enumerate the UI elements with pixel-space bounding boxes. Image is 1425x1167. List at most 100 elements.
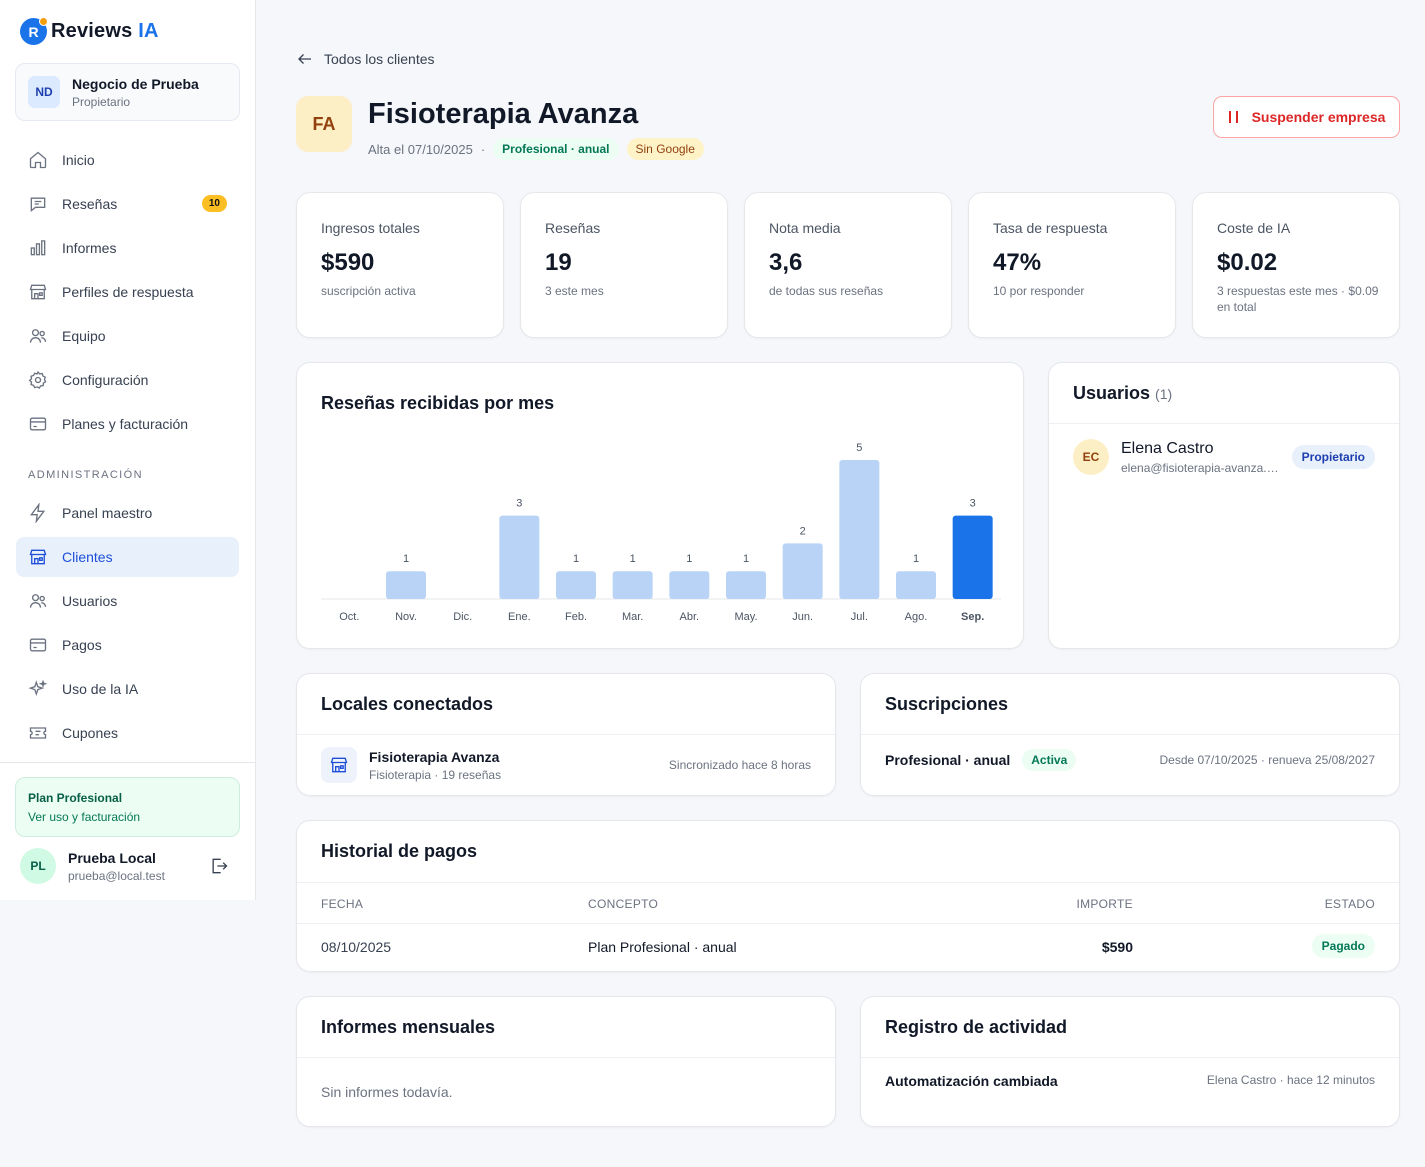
business-role: Propietario — [72, 94, 131, 109]
brand-name: Reviews IA — [51, 20, 159, 43]
plan-usage-link[interactable]: Ver uso y facturación — [28, 810, 141, 824]
stat-value: 3,6 — [769, 249, 803, 276]
stat-value: $0.02 — [1217, 249, 1278, 276]
nav-item-panel-maestro[interactable]: Panel maestro — [16, 493, 239, 533]
column-header-concepto: CONCEPTO — [588, 897, 659, 911]
stat-sub: de todas sus reseñas — [769, 284, 884, 298]
brand-logo[interactable]: R Reviews IA — [20, 17, 159, 45]
column-header-importe: IMPORTE — [1076, 897, 1133, 911]
stat-card-nota: Nota media 3,6 de todas sus reseñas — [744, 192, 952, 338]
nav-item-configuracion[interactable]: Configuración — [16, 360, 239, 400]
sparkles-icon — [28, 679, 48, 697]
activity-title: Registro de actividad — [885, 1017, 1068, 1037]
store-icon — [29, 284, 47, 300]
users-card: Usuarios (1) EC Elena Castro elena@fisio… — [1048, 362, 1400, 649]
users-count: (1) — [1155, 386, 1173, 402]
admin-section-label: ADMINISTRACIÓN — [28, 469, 143, 481]
business-name: Negocio de Prueba — [72, 75, 199, 92]
list-item[interactable]: Fisioterapia Avanza Fisioterapia · 19 re… — [321, 747, 811, 783]
plan-card[interactable]: Plan Profesional Ver uso y facturación — [15, 777, 240, 837]
status-badge: Activa — [1022, 749, 1077, 771]
nav-item-equipo[interactable]: Equipo — [16, 316, 239, 356]
nav-item-clientes[interactable]: Clientes — [16, 537, 239, 577]
chart-tick-label: Feb. — [565, 611, 587, 623]
user-name: Elena Castro — [1121, 439, 1214, 457]
stat-label: Nota media — [769, 220, 841, 236]
chart-tick-label: Mar. — [622, 611, 643, 623]
credit-card-icon — [29, 638, 47, 652]
reports-title: Informes mensuales — [321, 1017, 496, 1037]
arrow-left-icon — [298, 54, 311, 64]
stat-sub: 3 respuestas este mes · $0.09 en total — [1217, 284, 1379, 314]
chart-data-label: 3 — [516, 498, 522, 510]
nav-item-pagos[interactable]: Pagos — [16, 625, 239, 665]
chart-title: Reseñas recibidas por mes — [321, 393, 555, 413]
logout-icon[interactable] — [209, 856, 229, 876]
nav-item-label: Cupones — [62, 725, 119, 741]
meta-separator: · — [480, 141, 486, 157]
subscriptions-card: Suscripciones Profesional · anual Activa… — [860, 673, 1400, 796]
stat-card-ingresos: Ingresos totales $590 suscripción activa — [296, 192, 504, 338]
user-name: Prueba Local — [68, 849, 156, 866]
activity-card-header: Registro de actividad — [861, 997, 1399, 1058]
reviews-chart-card: Reseñas recibidas por mes Oct. 1 Nov. Dic. 3… — [296, 362, 1024, 649]
stat-sub: 3 este mes — [545, 284, 604, 298]
payment-amount: $590 — [1101, 939, 1133, 955]
stat-card-coste-ia: Coste de IA $0.02 3 respuestas este mes … — [1192, 192, 1400, 338]
local-sub: Fisioterapia · 19 reseñas — [369, 767, 502, 782]
sync-status: Sincronizado hace 8 horas — [668, 758, 811, 772]
nav-item-label: Configuración — [62, 372, 149, 388]
suspend-company-button[interactable]: Suspender empresa — [1213, 96, 1400, 138]
plan-pill: Profesional · anual — [493, 138, 619, 160]
reports-card-header: Informes mensuales — [297, 997, 835, 1058]
stat-label: Reseñas — [545, 220, 601, 236]
chart-data-label: 3 — [970, 498, 976, 510]
column-header-fecha: FECHA — [321, 897, 364, 911]
reviews-count-badge: 10 — [201, 195, 227, 212]
avatar: PL — [20, 848, 56, 884]
business-switcher[interactable]: ND Negocio de Prueba Propietario — [15, 63, 240, 121]
chart-tick-label: May. — [734, 611, 757, 623]
payments-card-header: Historial de pagos — [297, 821, 1399, 882]
stat-sub: suscripción activa — [321, 284, 416, 298]
reports-card: Informes mensuales Sin informes todavía. — [296, 996, 836, 1127]
nav-item-resenas[interactable]: Reseñas 10 — [16, 184, 239, 224]
subscription-name: Profesional · anual — [885, 752, 1011, 768]
chart-tick-label: Jul. — [851, 611, 868, 623]
chart-data-label: 1 — [743, 553, 749, 565]
chart-bar-mar — [612, 571, 653, 599]
home-icon — [29, 151, 47, 169]
nav-item-label: Equipo — [62, 328, 106, 344]
suspend-label: Suspender empresa — [1251, 109, 1386, 125]
stat-label: Ingresos totales — [321, 220, 420, 236]
business-avatar: ND — [28, 76, 60, 108]
plan-title: Plan Profesional — [28, 791, 123, 805]
nav-item-cupones[interactable]: Cupones — [16, 713, 239, 753]
nav-item-planes[interactable]: Planes y facturación — [16, 404, 239, 444]
stat-label: Coste de IA — [1217, 220, 1291, 236]
chart-tick-label: Sep. — [961, 611, 984, 623]
nav-item-uso-ia[interactable]: Uso de la IA — [16, 669, 239, 709]
local-name: Fisioterapia Avanza — [369, 748, 500, 765]
back-to-clients-link[interactable]: Todos los clientes — [296, 50, 435, 68]
pause-icon — [1228, 111, 1238, 123]
nav-item-inicio[interactable]: Inicio — [16, 140, 239, 180]
chart-tick-label: Nov. — [395, 611, 417, 623]
stat-value: 19 — [545, 249, 572, 276]
chart-tick-label: Ago. — [905, 611, 928, 623]
nav-item-usuarios[interactable]: Usuarios — [16, 581, 239, 621]
chart-data-label: 2 — [800, 525, 806, 537]
list-item[interactable]: EC Elena Castro elena@fisioterapia-avanz… — [1073, 439, 1375, 475]
table-header: FECHA CONCEPTO IMPORTE ESTADO — [297, 882, 1399, 924]
chart-data-label: 1 — [573, 553, 579, 565]
nav-item-label: Panel maestro — [62, 505, 153, 521]
locales-card: Locales conectados Fisioterapia Avanza F… — [296, 673, 836, 796]
bolt-icon — [30, 503, 46, 523]
chart-data-label: 1 — [686, 553, 692, 565]
users-card-header: Usuarios (1) — [1049, 363, 1399, 424]
payments-card: Historial de pagos FECHA CONCEPTO IMPORT… — [296, 820, 1400, 972]
nav-item-perfiles[interactable]: Perfiles de respuesta — [16, 272, 239, 312]
chart-tick-label: Oct. — [339, 611, 359, 623]
status-badge: Pagado — [1311, 934, 1375, 958]
nav-item-informes[interactable]: Informes — [16, 228, 239, 268]
